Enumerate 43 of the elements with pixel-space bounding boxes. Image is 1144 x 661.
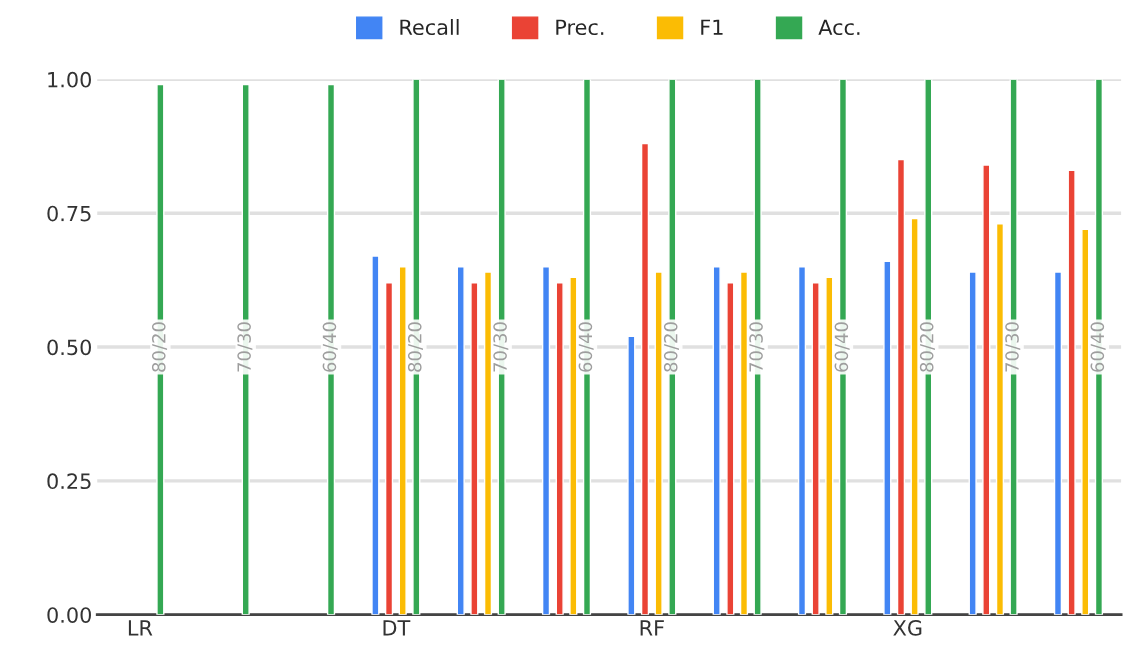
bar [627, 335, 636, 615]
bar [384, 282, 394, 615]
y-tick-label: 0.75 [47, 205, 91, 222]
x-tick-label: RF [640, 620, 664, 636]
y-tick-label: 0.50 [47, 339, 91, 356]
bar [640, 142, 650, 615]
bar [883, 260, 892, 615]
annotation: 60/40 [1090, 322, 1106, 372]
x-tick-label: DT [383, 620, 411, 636]
y-tick-label: 0.25 [47, 473, 91, 490]
bar [811, 282, 820, 615]
bar [555, 282, 564, 615]
bar [470, 282, 479, 615]
annotation: 70/30 [493, 322, 509, 372]
annotation: 60/40 [322, 322, 338, 372]
bar [712, 266, 721, 615]
bar [726, 282, 735, 615]
annotation: 80/20 [407, 322, 424, 372]
x-tick-label: LR [128, 620, 153, 636]
bar [1067, 169, 1076, 615]
legend-label: Acc. [818, 19, 860, 36]
bar [456, 266, 465, 615]
y-tick-label: 0.00 [47, 607, 91, 623]
legend-label: Recall [400, 18, 459, 36]
annotation: 80/20 [919, 322, 935, 372]
annotation: 60/40 [578, 322, 594, 372]
annotation: 70/30 [1005, 322, 1021, 372]
bar [797, 266, 807, 615]
bar [968, 271, 977, 615]
bar [371, 255, 380, 615]
annotation: 60/40 [834, 322, 850, 372]
y-tick-label: 1.00 [48, 71, 91, 88]
annotation: 80/20 [151, 322, 168, 372]
bar [1053, 271, 1063, 615]
bar [982, 164, 991, 615]
x-tick-label: XG [893, 619, 922, 636]
bar [541, 266, 551, 615]
annotation: 70/30 [237, 322, 253, 372]
annotation: 70/30 [749, 322, 765, 372]
legend-label: Prec. [556, 19, 604, 36]
bar [896, 158, 906, 615]
legend-label: F1 [701, 19, 723, 35]
annotation: 80/20 [663, 322, 679, 372]
